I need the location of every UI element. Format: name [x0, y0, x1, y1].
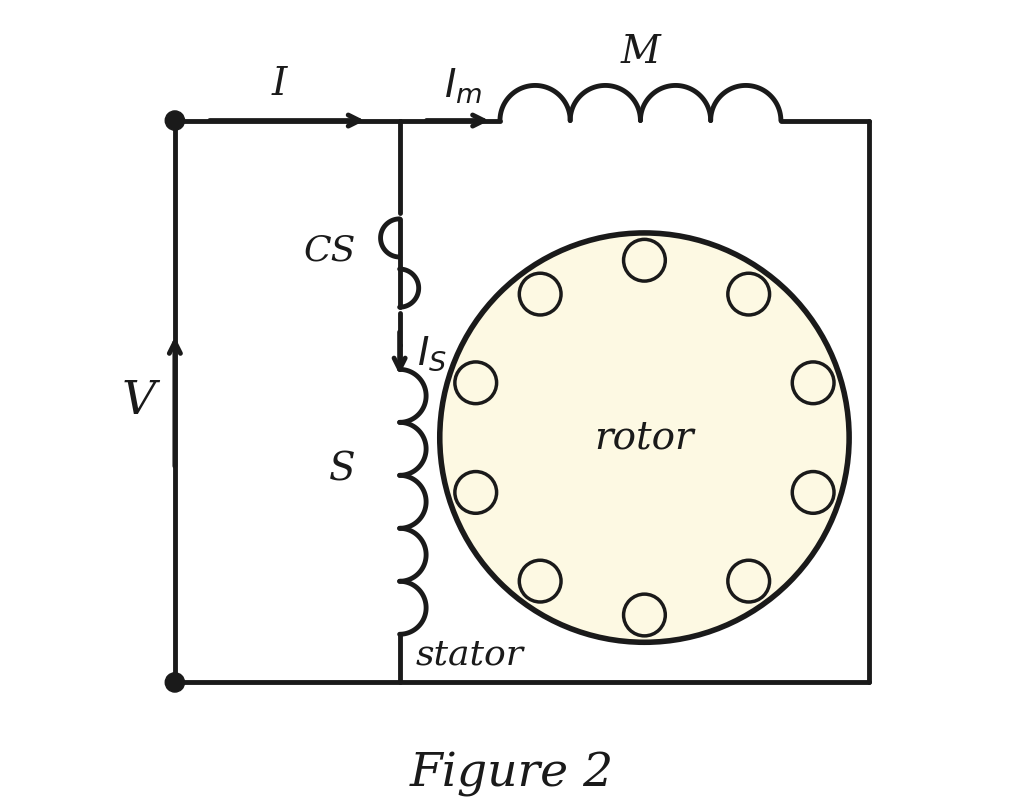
Text: S: S — [329, 451, 355, 488]
Circle shape — [793, 471, 834, 513]
Circle shape — [455, 362, 497, 404]
Text: M: M — [621, 34, 660, 71]
Circle shape — [793, 362, 834, 404]
Circle shape — [519, 273, 561, 315]
Circle shape — [624, 239, 666, 281]
Text: $I_S$: $I_S$ — [418, 334, 447, 372]
Text: I: I — [271, 66, 287, 103]
Circle shape — [519, 560, 561, 602]
Circle shape — [165, 673, 184, 692]
Circle shape — [439, 233, 849, 642]
Circle shape — [728, 560, 770, 602]
Circle shape — [728, 273, 770, 315]
Text: CS: CS — [303, 234, 355, 268]
Text: stator: stator — [416, 637, 523, 672]
Text: Figure 2: Figure 2 — [410, 752, 614, 797]
Circle shape — [455, 471, 497, 513]
Text: V: V — [122, 379, 156, 424]
Circle shape — [165, 111, 184, 131]
Text: rotor: rotor — [595, 419, 694, 456]
Circle shape — [624, 594, 666, 636]
Text: $I_m$: $I_m$ — [443, 67, 482, 106]
